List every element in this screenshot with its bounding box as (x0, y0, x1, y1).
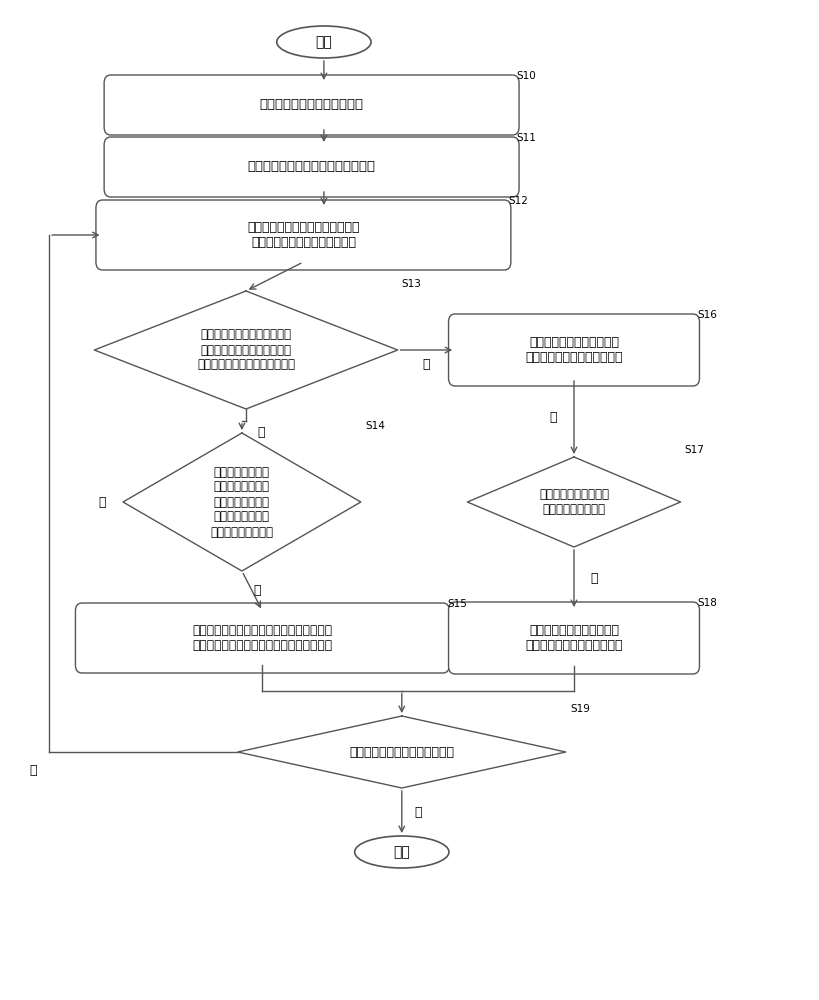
FancyBboxPatch shape (104, 75, 518, 135)
Text: 判断是否还有剩余的电池于系统: 判断是否还有剩余的电池于系统 (349, 746, 454, 758)
Text: S12: S12 (508, 196, 527, 206)
Text: 开始: 开始 (315, 35, 332, 49)
Text: 控制第二目标电池于系统对
应的从开关断开及主开关闭合: 控制第二目标电池于系统对 应的从开关断开及主开关闭合 (525, 624, 622, 652)
Text: 是: 是 (252, 584, 260, 597)
Text: 判断第一目标电池于系统和第
二目标电池于系统之间的第一
目标电池压登是否超过放电压登: 判断第一目标电池于系统和第 二目标电池于系统之间的第一 目标电池压登是否超过放电… (197, 328, 295, 371)
Text: S11: S11 (516, 133, 536, 143)
Text: 否: 否 (414, 806, 422, 818)
Text: 是: 是 (590, 572, 598, 585)
Text: 控制第一目标电池于系统对
应的从开关断开及主开关闭合: 控制第一目标电池于系统对 应的从开关断开及主开关闭合 (525, 336, 622, 364)
Text: 是: 是 (29, 764, 37, 776)
Text: 判断第一目标电池压登
是否下降至放电压登: 判断第一目标电池压登 是否下降至放电压登 (538, 488, 609, 516)
Text: 分别判断第一目标
电池于系统和第二
目标电池于系统的
放电电流是否超过
预先设置的放电电流: 分别判断第一目标 电池于系统和第二 目标电池于系统的 放电电流是否超过 预先设置… (210, 466, 273, 538)
Text: S15: S15 (446, 599, 466, 609)
Text: 从剩余的各电池于系统中选取当前
电压最高的第二目标电池于系统: 从剩余的各电池于系统中选取当前 电压最高的第二目标电池于系统 (247, 221, 360, 249)
Ellipse shape (355, 836, 449, 868)
Text: 否: 否 (256, 426, 265, 440)
Text: S14: S14 (364, 421, 384, 431)
Text: 预先设置放电电流和放电压登: 预先设置放电电流和放电压登 (260, 99, 363, 111)
Text: 控制相应的第一目标电池于系统或第二目标
电池于系统对应的从开关断开及主开关闭合: 控制相应的第一目标电池于系统或第二目标 电池于系统对应的从开关断开及主开关闭合 (192, 624, 332, 652)
FancyBboxPatch shape (448, 314, 699, 386)
Text: 否: 否 (549, 411, 557, 424)
Text: S16: S16 (696, 310, 716, 320)
Text: S10: S10 (516, 71, 536, 81)
FancyBboxPatch shape (96, 200, 510, 270)
Text: S18: S18 (696, 598, 716, 608)
Text: 选出电压最高的第一目标电池于系统: 选出电压最高的第一目标电池于系统 (247, 160, 375, 174)
Text: S19: S19 (569, 704, 589, 714)
Text: S17: S17 (684, 445, 704, 455)
FancyBboxPatch shape (104, 137, 518, 197)
Text: 是: 是 (422, 359, 430, 371)
Text: S13: S13 (401, 279, 421, 289)
Text: 结束: 结束 (393, 845, 410, 859)
FancyBboxPatch shape (75, 603, 449, 673)
Text: 否: 否 (98, 495, 106, 508)
Ellipse shape (277, 26, 370, 58)
FancyBboxPatch shape (448, 602, 699, 674)
